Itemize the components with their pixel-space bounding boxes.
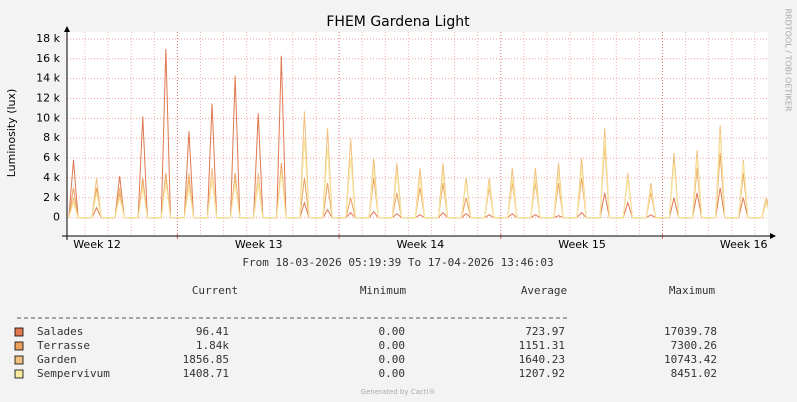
y-arrow [64,26,70,32]
legend-value: 1856.85 [183,353,229,366]
legend-value: 17039.78 [664,325,717,338]
x-arrow [770,233,776,239]
legend-value: 723.97 [525,325,565,338]
chart-title: FHEM Gardena Light [326,14,470,30]
watermark: RRDTOOL / TOBI OETIKER [784,8,793,111]
legend-value: 0.00 [379,325,406,338]
legend-swatch [14,341,24,351]
legend-label: Garden [37,353,77,366]
legend-label: Terrasse [37,339,90,352]
legend-label: Sempervivum [37,367,110,380]
legend-value: 7300.26 [671,339,717,352]
y-tick-label: 4 k [43,171,60,184]
legend-value: 0.00 [379,339,406,352]
legend-label: Salades [37,325,83,338]
legend-value: 1408.71 [183,367,229,380]
legend-value: 8451.02 [671,367,717,380]
x-tick-label: Week 13 [235,238,283,251]
y-tick-label: 10 k [36,111,60,124]
legend-header: Minimum [360,284,407,297]
legend-value: 0.00 [379,353,406,366]
y-tick-label: 12 k [36,92,60,105]
y-tick-label: 2 k [43,191,60,204]
legend-header: Average [521,284,567,297]
series-line [68,134,768,219]
legend-swatch [14,327,24,337]
y-tick-label: 16 k [36,52,60,65]
legend-header: Maximum [669,284,716,297]
legend-value: 1640.23 [519,353,565,366]
y-axis-label: Luminosity (lux) [5,89,18,178]
legend-value: 96.41 [196,325,229,338]
labels: 0 2 k 4 k 6 k 8 k 10 k 12 k 14 k 16 k 18 k Week 12… [14,32,768,380]
y-tick-label: 18 k [36,32,60,45]
grid [67,32,768,239]
y-tick-label: 14 k [36,72,60,85]
lines [68,48,768,219]
y-tick-label: 8 k [43,131,60,144]
legend-value: 1151.31 [519,339,565,352]
legend-value: 10743.42 [664,353,717,366]
series-line [68,48,768,219]
x-tick-label: Week 15 [558,238,606,251]
x-tick-label: Week 14 [397,238,445,251]
legend-swatch [14,355,24,365]
legend-value: 0.00 [379,367,406,380]
y-tick-label: 0 [53,211,60,224]
legend-value: 1.84k [196,339,229,352]
footer: Generated by Cacti® [361,388,436,396]
x-tick-label: Week 16 [720,238,768,251]
y-tick-label: 6 k [43,151,60,164]
legend-swatch [14,369,24,379]
legend-value: 1207.92 [519,367,565,380]
period: From 18-03-2026 05:19:39 To 17-04-2026 1… [242,256,553,269]
x-tick-label: Week 12 [73,238,121,251]
legend-header: Current [192,284,238,297]
